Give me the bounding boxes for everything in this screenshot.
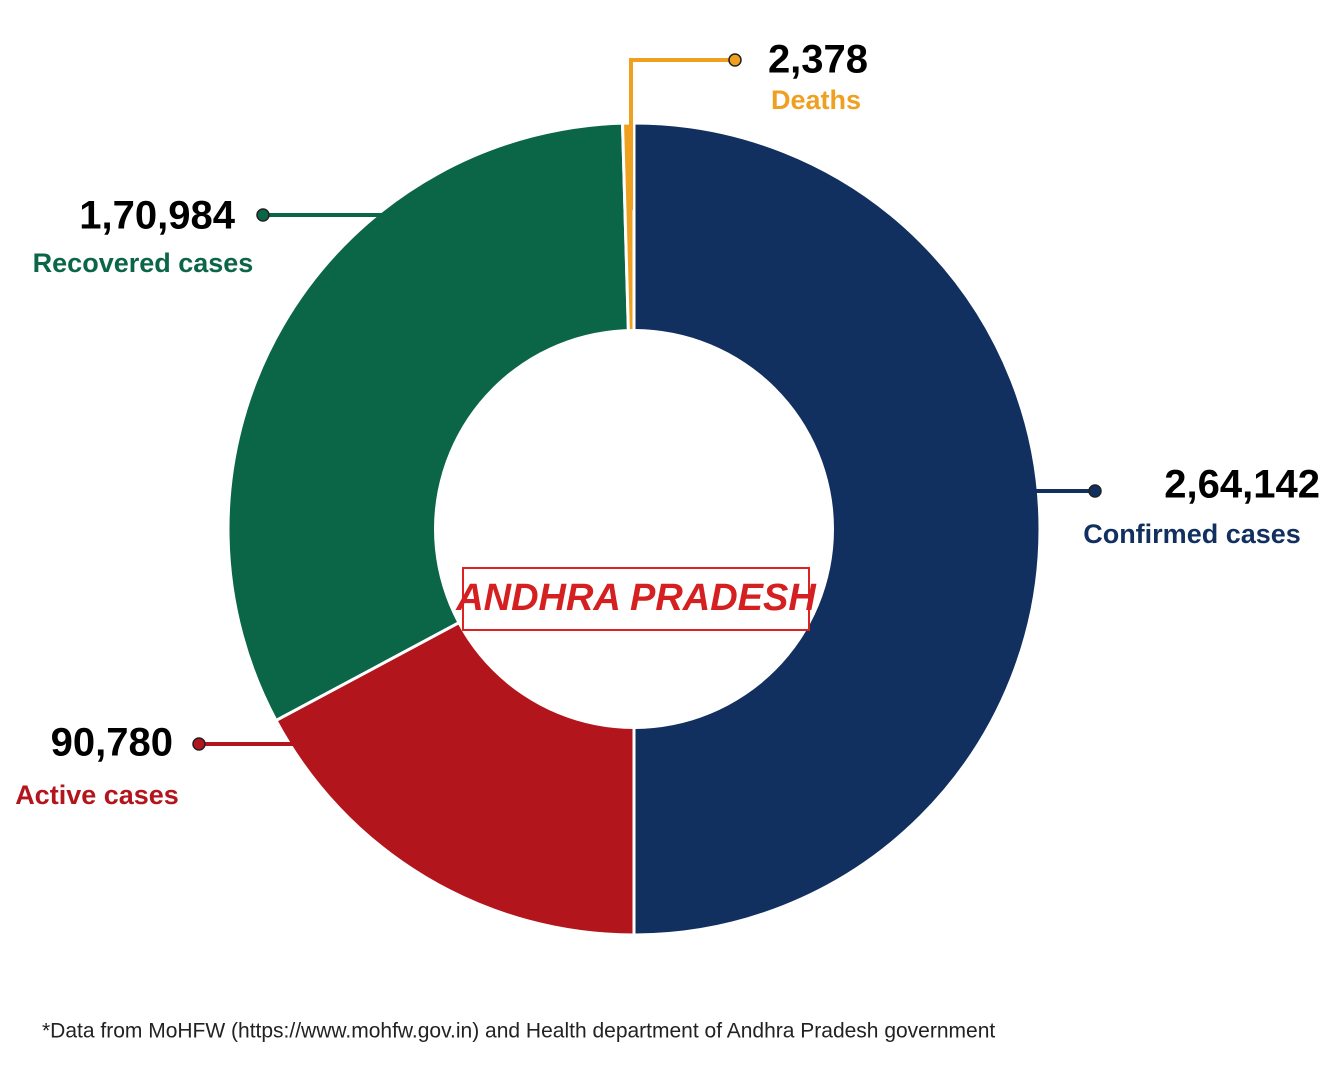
leader-line xyxy=(629,58,735,210)
value-label: 2,378 xyxy=(768,38,868,82)
leader-dot xyxy=(728,53,742,67)
donut-hole xyxy=(434,329,834,729)
leader-line xyxy=(263,213,425,370)
category-label: Confirmed cases xyxy=(1083,519,1301,549)
leader-dot xyxy=(192,737,206,751)
footnote: *Data from MoHFW (https://www.mohfw.gov.… xyxy=(42,1020,995,1043)
center-label: ANDHRA PRADESH xyxy=(455,577,817,619)
value-label: 90,780 xyxy=(51,721,173,765)
category-label: Recovered cases xyxy=(33,248,254,278)
value-label: 2,64,142 xyxy=(1164,463,1320,507)
leader-dot xyxy=(1088,484,1102,498)
leader-dot xyxy=(256,208,270,222)
category-label: Deaths xyxy=(771,85,861,115)
value-label: 1,70,984 xyxy=(79,194,235,238)
category-label: Active cases xyxy=(15,780,179,810)
center-label-box xyxy=(462,567,810,631)
slice xyxy=(632,121,1042,937)
